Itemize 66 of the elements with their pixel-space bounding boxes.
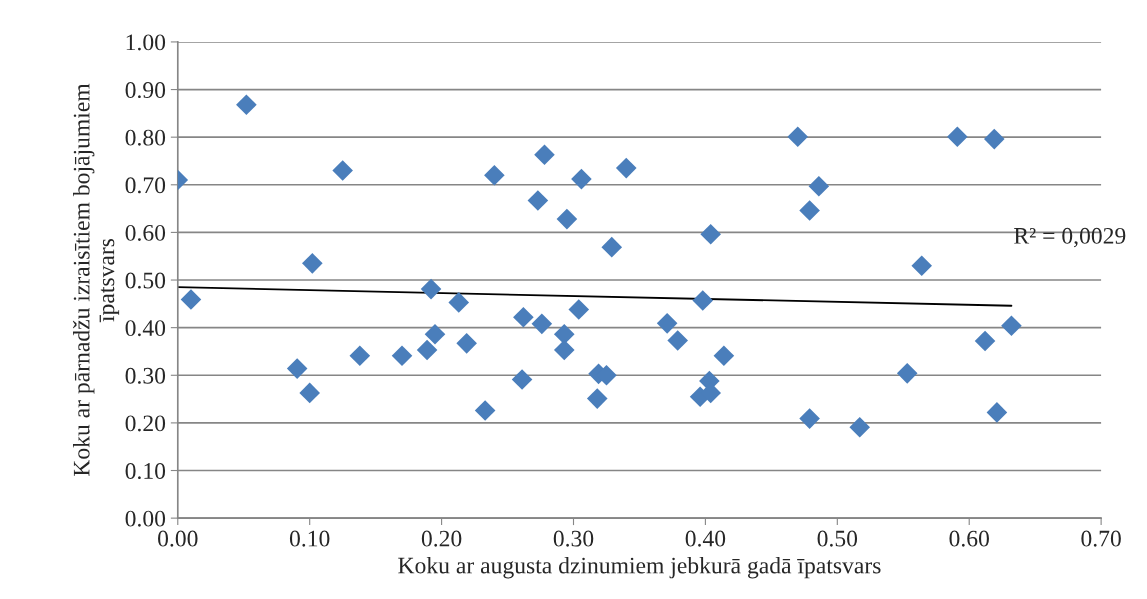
point bbox=[511, 369, 533, 390]
point bbox=[692, 290, 714, 311]
point bbox=[571, 168, 592, 190]
point bbox=[484, 164, 505, 186]
y-tick-label: 0.30 bbox=[125, 367, 166, 384]
point bbox=[448, 292, 470, 313]
y-tick-label: 0.50 bbox=[125, 272, 166, 289]
point bbox=[416, 339, 438, 361]
point bbox=[896, 363, 918, 384]
y-tick-label: 0.90 bbox=[125, 82, 166, 99]
y-axis-title: Koku ar pārnadžu izraisītiem bojājumiem īpatsvars bbox=[72, 83, 120, 477]
point bbox=[986, 402, 1008, 423]
point bbox=[799, 408, 820, 429]
point bbox=[556, 208, 578, 230]
point bbox=[656, 313, 678, 334]
y-tick-label: 0.70 bbox=[125, 177, 166, 194]
y-tick-label: 0.80 bbox=[125, 129, 166, 146]
y-tick-label: 0.10 bbox=[125, 463, 166, 480]
point bbox=[983, 128, 1005, 150]
point bbox=[332, 160, 353, 181]
point bbox=[180, 289, 202, 310]
x-tick-label: 0.10 bbox=[289, 530, 330, 547]
point bbox=[553, 339, 575, 361]
x-axis-title: Koku ar augusta dzinumiem jebkurā gadā īpatsvars bbox=[398, 556, 881, 579]
x-tick-label: 0.70 bbox=[1081, 530, 1121, 547]
point bbox=[534, 144, 555, 166]
point bbox=[667, 330, 689, 351]
point bbox=[424, 324, 446, 345]
y-tick-label: 0.20 bbox=[125, 415, 166, 432]
point bbox=[615, 157, 637, 179]
point bbox=[474, 400, 496, 421]
x-tick-label: 0.60 bbox=[949, 530, 989, 547]
point bbox=[974, 330, 996, 352]
point bbox=[391, 345, 413, 367]
y-tick-label: 0.40 bbox=[125, 320, 166, 337]
point bbox=[420, 278, 442, 300]
point bbox=[787, 126, 809, 147]
point bbox=[531, 313, 553, 335]
point bbox=[568, 299, 590, 320]
point bbox=[799, 200, 820, 221]
point bbox=[601, 236, 623, 258]
point bbox=[527, 190, 549, 211]
y-tick-label: 1.00 bbox=[126, 34, 166, 51]
x-tick-label: 0.30 bbox=[553, 530, 594, 547]
point bbox=[947, 126, 968, 147]
point bbox=[456, 333, 477, 354]
point bbox=[553, 324, 575, 345]
y-tick-label: 0.00 bbox=[125, 510, 166, 527]
point bbox=[911, 255, 933, 277]
point bbox=[700, 224, 721, 245]
point bbox=[349, 345, 371, 367]
x-tick-label: 0.20 bbox=[421, 530, 462, 547]
point bbox=[1001, 315, 1022, 337]
point bbox=[286, 358, 308, 379]
point bbox=[808, 175, 830, 197]
point bbox=[299, 382, 320, 404]
x-tick-label: 0.40 bbox=[685, 530, 726, 547]
point bbox=[713, 345, 735, 367]
y-tick-label: 0.60 bbox=[125, 224, 166, 241]
x-tick-label: 0.00 bbox=[158, 530, 198, 547]
point bbox=[513, 306, 534, 328]
point bbox=[849, 416, 871, 438]
x-tick-label: 0.50 bbox=[817, 530, 858, 547]
point bbox=[236, 94, 257, 116]
point bbox=[302, 253, 323, 274]
point bbox=[586, 388, 608, 409]
